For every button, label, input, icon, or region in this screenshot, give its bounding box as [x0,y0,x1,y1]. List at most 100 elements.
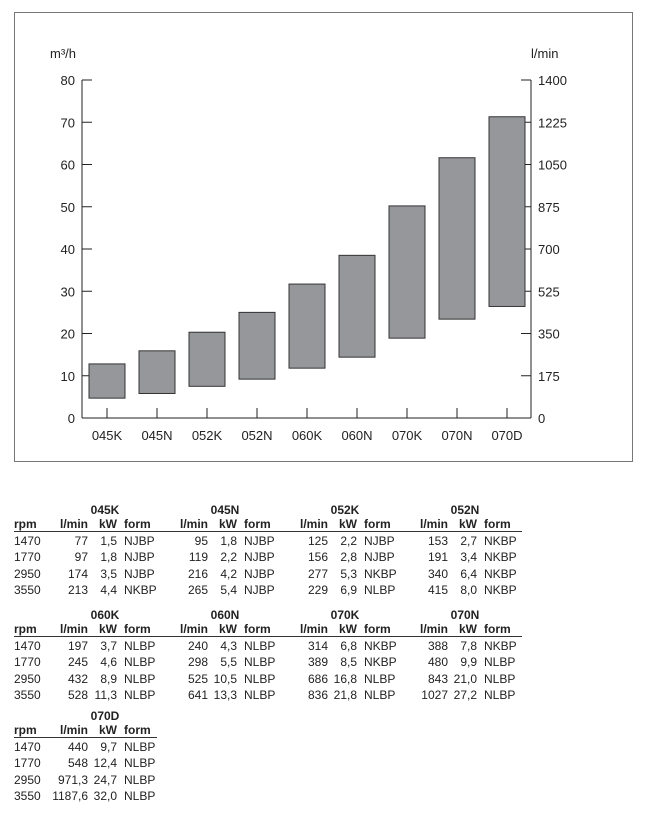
rpm-cell: 3550 [14,688,41,703]
flow-header: l/min [419,517,448,531]
flow-header: l/min [59,517,88,531]
flow-cell: 197 [67,639,88,653]
model-title: 070N [450,608,480,622]
y-right-tick-label: 350 [538,327,560,342]
flow-cell: 229 [307,583,328,598]
form-cell: NLBP [124,655,156,670]
range-bar-052K [188,331,226,387]
form-cell: NKBP [484,566,517,581]
range-bar-045N [138,350,176,394]
y-right-tick-label: 1400 [538,73,567,88]
y-right-tick-label: 525 [538,284,560,299]
power-cell: 8,9 [100,671,117,686]
flow-cell: 843 [427,671,448,686]
form-cell: NLBP [364,583,396,598]
power-cell: 6,9 [340,583,357,598]
flow-cell: 213 [67,583,88,598]
rpm-cell: 3550 [14,789,41,804]
form-cell: NLBP [244,688,276,703]
form-cell: NLBP [244,639,276,653]
flow-cell: 156 [307,550,328,565]
power-header: kW [99,517,117,531]
power-cell: 21,0 [453,671,477,686]
y-right-tick-label: 1225 [538,115,567,130]
rpm-cell: 1470 [14,740,41,754]
y-left-tick-label: 80 [61,73,75,88]
form-cell: NKBP [484,583,517,598]
model-title: 070D [90,709,120,723]
form-cell: NJBP [364,550,395,565]
power-cell: 2,7 [460,534,477,548]
flow-cell: 277 [307,566,328,581]
y-right-tick-label: 0 [538,411,545,426]
form-cell: NKBP [364,639,397,653]
form-cell: NLBP [244,671,276,686]
power-cell: 6,8 [340,639,357,653]
power-cell: 5,5 [220,655,237,670]
form-header: form [244,622,271,636]
form-cell: NLBP [484,688,516,703]
power-cell: 4,6 [100,655,117,670]
flow-cell: 528 [67,688,88,703]
y-left-tick-label: 60 [61,158,75,173]
rpm-cell: 1470 [14,639,41,653]
flow-cell: 216 [187,566,208,581]
form-header: form [124,517,151,531]
y-left-tick-label: 70 [61,115,75,130]
form-cell: NKBP [364,566,397,581]
form-cell: NLBP [364,671,396,686]
flow-cell: 153 [427,534,448,548]
power-cell: 3,4 [460,550,477,565]
header-divider [14,531,522,532]
flow-cell: 245 [67,655,88,670]
power-cell: 9,7 [100,740,117,754]
flow-header: l/min [299,517,328,531]
power-cell: 3,7 [100,639,117,653]
flow-cell: 314 [307,639,328,653]
flow-cell: 95 [194,534,208,548]
form-cell: NJBP [364,534,395,548]
flow-cell: 389 [307,655,328,670]
form-cell: NJBP [244,566,275,581]
range-bar-070D [488,116,526,307]
form-cell: NKBP [124,583,157,598]
power-cell: 16,8 [333,671,357,686]
power-cell: 21,8 [333,688,357,703]
form-cell: NLBP [364,688,396,703]
model-title: 045N [210,503,240,517]
form-header: form [364,622,391,636]
range-bar-060N [338,254,376,358]
rpm-header: rpm [14,723,37,737]
flow-cell: 548 [67,756,88,771]
model-title: 052K [330,503,360,517]
power-header: kW [219,517,237,531]
x-tick-label: 045K [92,428,123,443]
x-tick-label: 070K [392,428,423,443]
flow-cell: 240 [187,639,208,653]
power-cell: 2,2 [340,534,357,548]
x-tick-label: 060N [341,428,372,443]
flow-cell: 191 [427,550,448,565]
power-cell: 13,3 [213,688,237,703]
form-cell: NJBP [244,550,275,565]
power-header: kW [99,622,117,636]
x-tick-label: 052N [241,428,272,443]
rpm-cell: 2950 [14,772,41,787]
flow-cell: 265 [187,583,208,598]
rpm-cell: 1770 [14,756,41,771]
form-cell: NLBP [244,655,276,670]
header-divider [14,737,157,738]
y-left-tick-label: 10 [61,369,75,384]
form-cell: NLBP [124,671,156,686]
power-header: kW [339,622,357,636]
form-cell: NJBP [244,534,275,548]
flow-header: l/min [419,622,448,636]
flow-header: l/min [59,622,88,636]
form-cell: NJBP [124,550,155,565]
flow-cell: 119 [188,550,208,565]
rpm-cell: 1470 [14,534,41,548]
form-cell: NLBP [484,655,516,670]
rpm-header: rpm [14,517,37,531]
power-cell: 9,9 [460,655,477,670]
